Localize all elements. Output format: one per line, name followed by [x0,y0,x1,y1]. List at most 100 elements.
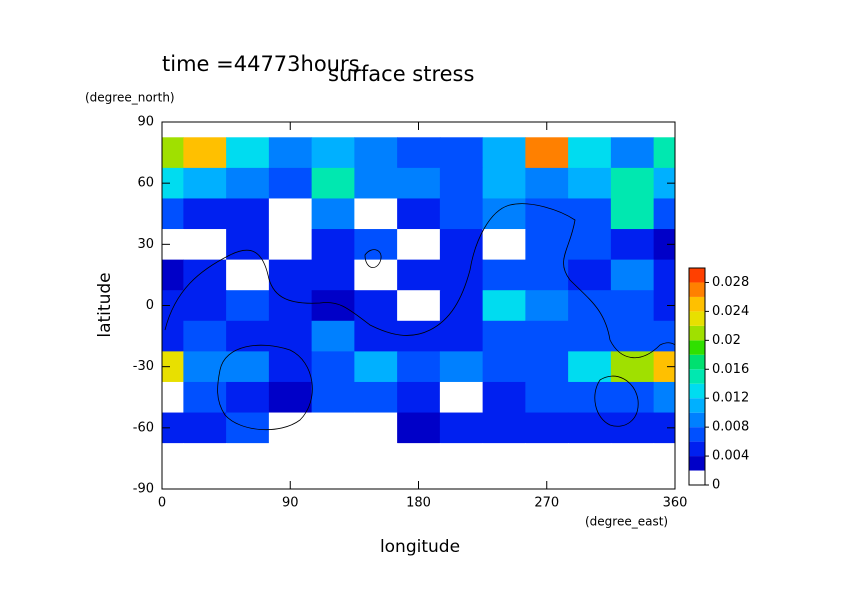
field-cell [354,122,398,138]
field-cell [268,229,313,261]
field-cell [568,473,612,489]
field-cell [568,290,612,322]
field-cell [311,167,355,199]
field-cell [354,412,398,444]
field-cell [311,443,355,475]
field-cell [226,320,270,352]
field-cell [568,229,612,261]
y-unit: (degree_north) [85,91,175,105]
colorbar-swatch [689,340,705,355]
y-tick-label: -60 [133,420,154,435]
field-cell [354,167,398,199]
field-cell [162,167,184,199]
field-cell [568,137,612,169]
field-cell [354,473,398,489]
coastlines [164,203,675,431]
field-cell [439,443,484,475]
colorbar-swatch [689,268,705,283]
field-cell [183,443,227,475]
field-cell [226,167,270,199]
field-cell [439,122,484,138]
field-cell [653,320,675,352]
field-cell [525,167,569,199]
field-cell [183,229,227,261]
field-cell [354,229,398,261]
y-tick-label: -90 [133,482,154,497]
field-cell [397,229,441,261]
field-cell [183,259,227,291]
field-cell [162,122,184,138]
field-cell [397,412,441,444]
field-cell [653,381,675,414]
field-cell [268,259,313,291]
field-cell [226,198,270,230]
field-cell [311,381,355,414]
field-cell [653,229,675,261]
field-cell [354,259,398,291]
field-cell [354,290,398,322]
field-cell [482,381,526,414]
colorbar-tick-label: 0.016 [712,362,749,377]
field-cell [610,137,655,169]
field-cell [482,137,526,169]
field-cell [610,412,655,444]
field-cell [183,122,227,138]
field-cell [268,167,313,199]
field-cell [162,381,184,414]
y-tick-label: -30 [133,359,154,374]
field-cell [183,381,227,414]
field-cell [568,259,612,291]
colorbar-tick-label: 0.012 [712,391,749,406]
field-cell [653,259,675,291]
field-cell [183,198,227,230]
field-cell [354,351,398,383]
field-cell [162,473,184,489]
x-unit: (degree_east) [585,515,668,529]
field-cell [311,198,355,230]
field-cell [610,167,655,199]
field-cell [439,167,484,199]
field-cell [568,320,612,352]
field-cell [439,320,484,352]
colorbar-tick-label: 0.02 [712,333,741,348]
field-cell [268,412,313,444]
colorbar-swatch [689,412,705,428]
colorbar-swatch [689,296,705,312]
field-cell [653,137,675,169]
field-cell [482,259,526,291]
field-cell [226,259,270,291]
field-cell [568,122,612,138]
y-axis-label: latitude [95,272,115,337]
field-cell [525,381,569,414]
field-cell [162,443,184,475]
field-cell [439,351,484,383]
field-cell [439,412,484,444]
field-cell [610,290,655,322]
field-cell [226,351,270,383]
field-cell [226,122,270,138]
field-cell [610,198,655,230]
y-tick-label: 60 [137,176,154,191]
field-cell [525,198,569,230]
field-cell [183,351,227,383]
field-cell [354,198,398,230]
colorbar-tick-label: 0.028 [712,275,749,290]
field-cell [525,351,569,383]
field-cell [183,320,227,352]
field-cell [311,229,355,261]
field-cell [397,351,441,383]
field-cell [439,473,484,489]
field-cell [183,167,227,199]
x-tick-label: 180 [406,496,431,511]
colorbar-swatch [689,325,705,341]
field-cell [183,412,227,444]
chart-subtitle: time =44773hours [162,52,360,76]
field-cell [354,320,398,352]
field-cell [482,198,526,230]
field-cell [268,381,313,414]
field-cell [610,473,655,489]
field-cell [397,290,441,322]
field-cell [183,290,227,322]
x-tick-label: 0 [158,496,166,511]
